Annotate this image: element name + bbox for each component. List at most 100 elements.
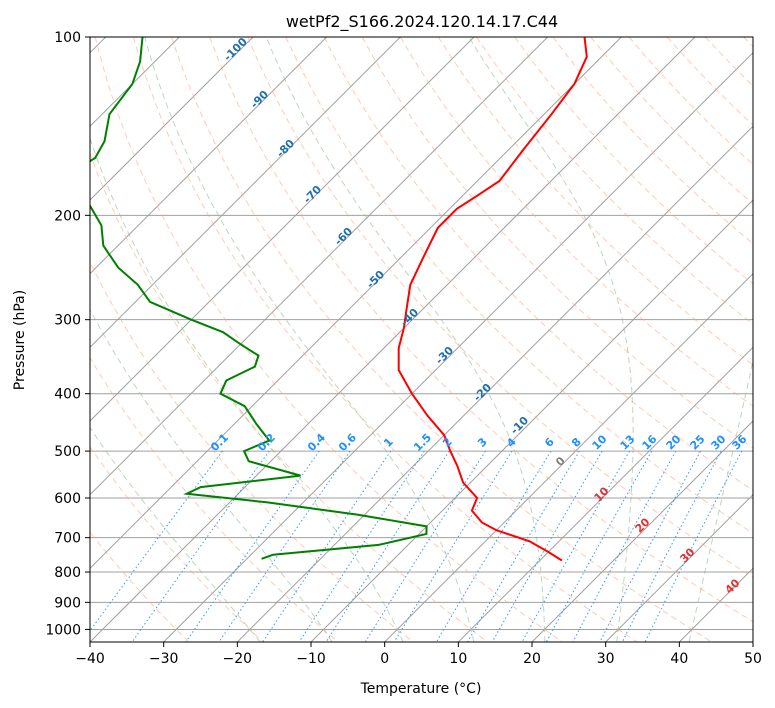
y-tick-label: 300 xyxy=(54,313,81,329)
mixing-ratio-label: 0.2 xyxy=(255,431,278,454)
moist-adiabat-line xyxy=(468,37,634,642)
dry-adiabat-line xyxy=(285,37,753,534)
x-tick-label: 30 xyxy=(597,651,615,667)
mixing-ratio-label: 2 xyxy=(440,435,455,450)
dry-adiabat-label: -100 xyxy=(221,35,250,64)
dry-adiabat-label: -10 xyxy=(508,414,531,437)
chart-title: wetPf2_S166.2024.120.14.17.C44 xyxy=(286,12,558,32)
isotherm-line xyxy=(457,346,753,642)
y-tick-label: 1000 xyxy=(45,622,81,638)
mixing-ratio-line xyxy=(599,450,701,642)
y-ticks: 1000 900 800 700 600 500 400 300 200 100 xyxy=(45,30,90,638)
dry-adiabat-line xyxy=(132,37,638,642)
x-tick-label: −40 xyxy=(75,651,105,667)
y-tick-label: 800 xyxy=(54,565,81,581)
mixing-ratio-line xyxy=(621,450,722,642)
mixing-ratio-line xyxy=(572,450,677,642)
mixing-ratio-line xyxy=(131,450,270,642)
moist-adiabat-label: 10 xyxy=(592,484,612,504)
mixing-ratio-label: 0.4 xyxy=(305,431,328,454)
y-tick-label: 500 xyxy=(54,444,81,460)
x-ticks: −40 −30 −20 −10 0 10 20 30 40 50 xyxy=(75,642,762,667)
moist-adiabat-line xyxy=(688,358,753,642)
isotherm-line xyxy=(310,199,753,642)
x-tick-label: −30 xyxy=(149,651,179,667)
x-axis-label: Temperature (°C) xyxy=(360,681,482,697)
mixing-ratio-line xyxy=(644,450,743,642)
y-tick-label: 700 xyxy=(54,531,81,547)
dry-adiabat-line xyxy=(90,446,264,642)
dry-adiabat-line xyxy=(171,37,712,642)
moist-adiabat-label: 40 xyxy=(723,576,743,596)
plot-frame xyxy=(89,36,754,643)
mixing-ratio-line xyxy=(218,450,351,642)
isotherm-line xyxy=(90,37,696,642)
temperature-profile-line xyxy=(397,37,588,562)
isotherm-line xyxy=(90,37,401,349)
mixing-ratio-label: 20 xyxy=(664,432,684,452)
dewpoint-profile-line xyxy=(90,37,428,560)
dry-adiabat-line xyxy=(437,37,753,366)
dry-adiabat-label: -60 xyxy=(332,225,355,248)
moist-adiabat-line xyxy=(90,136,404,642)
moist-adiabat-label: 20 xyxy=(633,515,653,535)
isotherm-line xyxy=(90,37,549,496)
mixing-ratio-label: 10 xyxy=(590,432,610,452)
background-lines xyxy=(90,37,753,642)
mixing-ratio-line xyxy=(521,450,630,642)
isotherm-line xyxy=(90,37,475,422)
dry-adiabat-label: -30 xyxy=(433,344,456,367)
mixing-ratio-line xyxy=(393,450,513,642)
dry-adiabat-label: -70 xyxy=(301,183,324,206)
dry-adiabat-line xyxy=(399,37,753,407)
dry-adiabat-line xyxy=(90,152,488,642)
mixing-ratio-label: 1.5 xyxy=(411,431,434,454)
y-tick-label: 200 xyxy=(54,208,81,224)
mixing-ratio-label: 8 xyxy=(569,435,584,450)
dry-adiabat-line xyxy=(552,37,753,245)
isotherm-line xyxy=(605,493,753,642)
dry-adiabat-label: -80 xyxy=(274,137,297,160)
isotherm-line xyxy=(752,641,753,642)
mixing-ratio-line xyxy=(185,450,320,642)
y-tick-label: 600 xyxy=(54,491,81,507)
dry-adiabat-label: -50 xyxy=(364,268,387,291)
isotherm-line xyxy=(163,51,753,642)
mixing-ratio-label: 3 xyxy=(475,435,490,450)
overlay-labels: -100 -90 -80-70 -60 -50 -40 -30 -20 -10 0.1 0.2 0.4… xyxy=(208,35,750,597)
dry-adiabat-line xyxy=(94,37,563,642)
mixing-ratio-label: 1 xyxy=(381,435,396,450)
isotherm-line xyxy=(90,37,622,570)
isotherm-line xyxy=(90,37,328,275)
mixing-ratio-line xyxy=(298,450,425,642)
dry-adiabat-line xyxy=(90,260,414,642)
mixing-ratio-line xyxy=(325,450,450,642)
mixing-ratio-line xyxy=(435,450,552,642)
x-tick-label: 20 xyxy=(523,651,541,667)
mixing-ratio-label: 25 xyxy=(688,433,708,453)
x-tick-label: 40 xyxy=(670,651,688,667)
y-tick-label: 100 xyxy=(54,30,81,46)
y-axis-label: Pressure (hPa) xyxy=(12,290,28,390)
moist-adiabat-label: 30 xyxy=(678,545,698,565)
mixing-ratio-label: 30 xyxy=(709,432,729,452)
mixing-ratio-line xyxy=(364,450,486,642)
mixing-ratio-line xyxy=(262,450,392,642)
dry-adiabat-line xyxy=(90,531,190,642)
mixing-ratio-line xyxy=(491,450,603,642)
y-tick-label: 400 xyxy=(54,387,81,403)
isotherm-line xyxy=(384,272,753,642)
x-tick-label: 50 xyxy=(744,651,762,667)
x-tick-label: −10 xyxy=(296,651,326,667)
mixing-ratio-line xyxy=(90,450,223,632)
dry-adiabat-line xyxy=(743,37,753,48)
dry-adiabat-label: -90 xyxy=(248,88,271,111)
moist-adiabat-line xyxy=(90,308,333,642)
x-tick-label: −20 xyxy=(223,651,253,667)
dry-adiabat-line xyxy=(590,37,753,205)
isotherm-line xyxy=(90,37,254,201)
mixing-ratio-label: 36 xyxy=(730,432,750,452)
mixing-ratio-line xyxy=(545,450,653,642)
